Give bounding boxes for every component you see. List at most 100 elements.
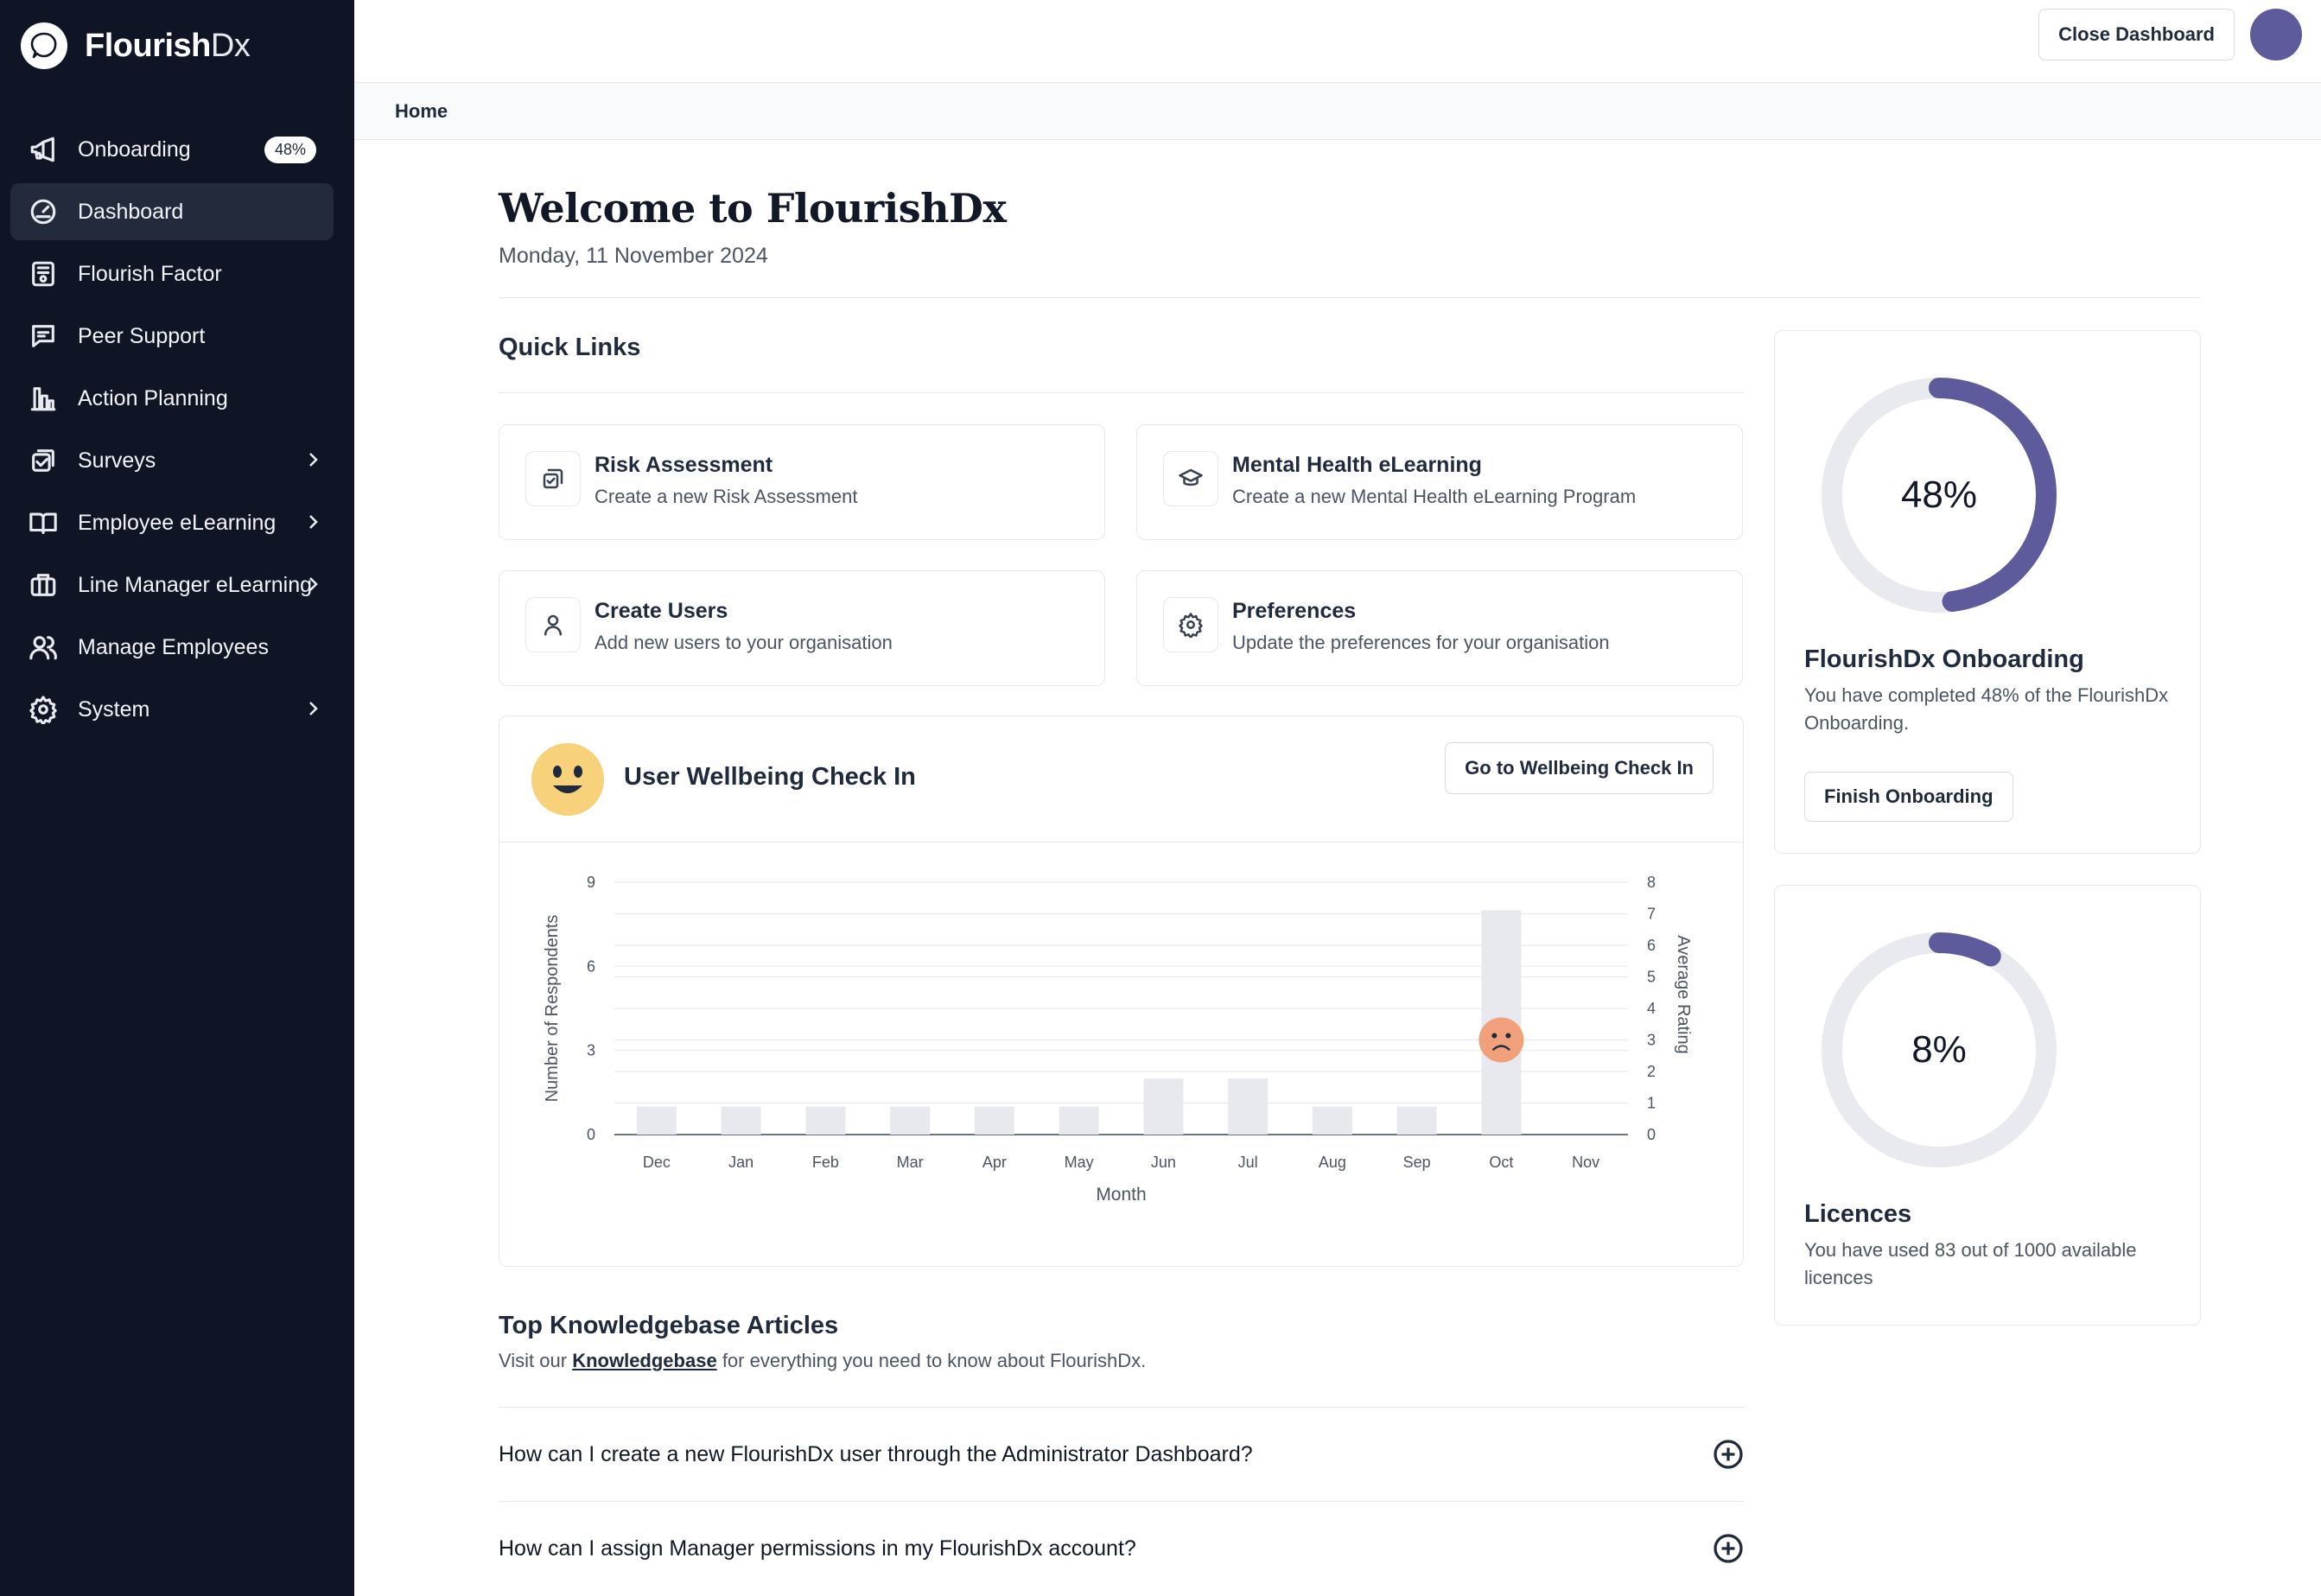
y2-tick-label: 6 (1647, 937, 1656, 954)
chart-bar (1143, 1078, 1184, 1135)
sidebar-item-dashboard[interactable]: Dashboard (10, 183, 334, 240)
y-tick-label: 6 (587, 957, 595, 975)
gear-icon (1163, 597, 1218, 652)
divider (499, 297, 2201, 298)
onboarding-percent-label: 48% (1900, 474, 1978, 516)
quick-link-risk-assessment[interactable]: Risk Assessment Create a new Risk Assess… (499, 424, 1105, 540)
rating-point-frown-icon (1478, 1017, 1524, 1063)
x-tick-label: Aug (1319, 1154, 1346, 1171)
sidebar-item-label: Dashboard (78, 199, 184, 224)
sidebar-item-manage-employees[interactable]: Manage Employees (10, 619, 334, 676)
x-tick-label: Dec (643, 1154, 671, 1171)
logo[interactable]: FlourishDx (21, 22, 251, 69)
book-icon (28, 507, 59, 538)
chat-icon (28, 321, 59, 352)
x-axis-label: Month (1096, 1185, 1146, 1205)
sidebar-item-label: System (78, 696, 150, 722)
x-tick-label: Nov (1572, 1154, 1599, 1171)
onboarding-progress-ring (1822, 378, 2057, 613)
graduation-cap-icon (1163, 451, 1218, 506)
megaphone-icon (28, 134, 59, 165)
chevron-right-icon[interactable] (302, 449, 323, 470)
chevron-right-icon[interactable] (302, 698, 323, 719)
finish-onboarding-button[interactable]: Finish Onboarding (1804, 772, 2013, 822)
sidebar-item-flourish-factor[interactable]: Flourish Factor (10, 245, 334, 302)
x-tick-label: Feb (812, 1154, 839, 1171)
licences-card: 8% Licences You have used 83 out of 1000… (1774, 885, 2201, 1326)
onboarding-desc: You have completed 48% of the FlourishDx… (1804, 684, 2169, 734)
article-question: How can I create a new FlourishDx user t… (499, 1442, 1253, 1466)
logo-text: FlourishDx (85, 27, 251, 64)
breadcrumb[interactable]: Home (395, 100, 448, 122)
ring-progress-arc (1929, 378, 2057, 613)
wellbeing-card-header: User Wellbeing Check In Go to Wellbeing … (499, 716, 1743, 843)
quick-link-title: Create Users (595, 599, 728, 623)
quick-link-create-users[interactable]: Create Users Add new users to your organ… (499, 570, 1105, 686)
knowledgebase-link[interactable]: Knowledgebase (572, 1350, 717, 1371)
gauge-icon (28, 196, 59, 227)
sidebar-item-employee-elearning[interactable]: Employee eLearning (10, 494, 334, 551)
chart-bar (890, 1106, 931, 1135)
users-icon (28, 632, 59, 663)
gear-icon (28, 694, 59, 725)
chevron-right-icon[interactable] (302, 574, 323, 595)
plus-circle-icon[interactable] (1713, 1439, 1744, 1470)
knowledgebase-article[interactable]: How can I assign Manager permissions in … (499, 1501, 1744, 1594)
x-tick-label: Mar (897, 1154, 924, 1171)
chart-bar (974, 1106, 1014, 1135)
sidebar-item-label: Surveys (78, 448, 156, 473)
y2-tick-label: 4 (1647, 1000, 1656, 1017)
rating-point-face (1478, 1017, 1524, 1063)
smiley-face-icon (531, 743, 604, 816)
bar-chart-icon (28, 383, 59, 414)
quick-link-title: Preferences (1232, 599, 1357, 623)
y2-tick-label: 1 (1647, 1095, 1656, 1112)
y-tick-label: 3 (587, 1042, 595, 1059)
sidebar-item-onboarding[interactable]: Onboarding 48% (10, 121, 334, 178)
certificate-icon (28, 258, 59, 289)
chart-bar (1396, 1106, 1437, 1135)
sidebar-item-surveys[interactable]: Surveys (10, 432, 334, 489)
y-tick-label: 0 (587, 1126, 595, 1143)
wellbeing-chart: 0 3 6 9 0 1 2 3 4 5 6 7 8 Dec Jan Feb Mar Apr May Jun Jul Aug… (543, 874, 1693, 1205)
x-tick-label: Jun (1151, 1154, 1176, 1171)
quick-link-desc: Create a new Mental Health eLearning Pro… (1232, 486, 1637, 507)
page-date: Monday, 11 November 2024 (499, 244, 768, 268)
sidebar-nav: Onboarding 48% Dashboard Flourish Factor… (10, 121, 334, 743)
x-tick-label: Oct (1489, 1154, 1513, 1171)
chart-bar (1228, 1078, 1269, 1135)
x-tick-label: Jan (728, 1154, 754, 1171)
close-dashboard-button[interactable]: Close Dashboard (2038, 9, 2235, 60)
knowledgebase-article[interactable]: How can I create a new FlourishDx user t… (499, 1407, 1744, 1500)
quick-link-preferences[interactable]: Preferences Update the preferences for y… (1136, 570, 1743, 686)
x-tick-label: May (1065, 1154, 1094, 1171)
breadcrumb-bar: Home (354, 83, 2321, 140)
rating-point-eye (1491, 1033, 1498, 1039)
go-to-wellbeing-button[interactable]: Go to Wellbeing Check In (1445, 742, 1714, 794)
plus-circle-icon[interactable] (1713, 1533, 1744, 1564)
quick-link-desc: Add new users to your organisation (595, 632, 893, 653)
sidebar-item-action-planning[interactable]: Action Planning (10, 370, 334, 427)
y-tick-label: 9 (587, 874, 595, 891)
chevron-right-icon[interactable] (302, 512, 323, 532)
quick-link-mental-health-elearning[interactable]: Mental Health eLearning Create a new Men… (1136, 424, 1743, 540)
wellbeing-card: User Wellbeing Check In Go to Wellbeing … (499, 715, 1744, 1267)
x-tick-label: Sep (1403, 1154, 1431, 1171)
licences-percent-label: 8% (1911, 1028, 1967, 1071)
onboarding-title: FlourishDx Onboarding (1804, 645, 2084, 673)
divider (499, 392, 1744, 393)
knowledgebase-sub-suffix: for everything you need to know about Fl… (722, 1350, 1147, 1371)
quick-link-desc: Update the preferences for your organisa… (1232, 632, 1610, 653)
top-bar: Close Dashboard (354, 0, 2321, 83)
chart-bar (721, 1106, 761, 1135)
knowledgebase-title: Top Knowledgebase Articles (499, 1312, 839, 1339)
y2-tick-label: 7 (1647, 906, 1656, 923)
sidebar-item-label: Peer Support (78, 323, 206, 348)
avatar[interactable] (2250, 9, 2302, 60)
y2-tick-label: 2 (1647, 1063, 1656, 1080)
sidebar-item-peer-support[interactable]: Peer Support (10, 308, 334, 365)
sidebar-item-line-manager-elearning[interactable]: Line Manager eLearning (10, 556, 334, 614)
sidebar-item-system[interactable]: System (10, 681, 334, 738)
quick-links-title: Quick Links (499, 334, 641, 361)
y-axis-label: Number of Respondents (543, 915, 562, 1103)
